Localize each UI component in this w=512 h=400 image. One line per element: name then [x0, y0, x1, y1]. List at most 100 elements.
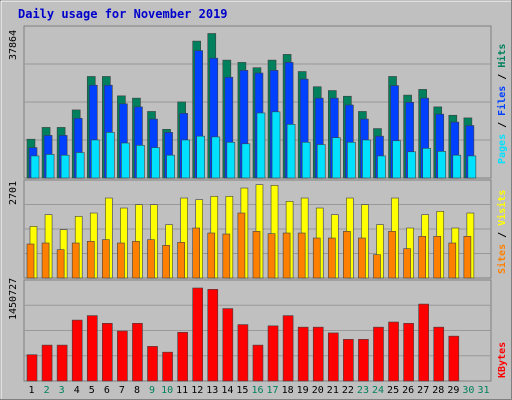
bar-sites-day-26 [403, 248, 411, 279]
bar-pages-day-14 [226, 141, 236, 179]
bar-pages-day-6 [106, 132, 115, 179]
panel3-max-label: 1450727 [8, 278, 19, 320]
bar-kbytes-day-3 [56, 344, 68, 382]
pages-axis-label: Pages [497, 134, 508, 164]
bar-kbytes-day-1 [26, 354, 38, 382]
day-label-5: 5 [89, 385, 95, 396]
day-label-20: 20 [312, 385, 324, 396]
day-label-7: 7 [119, 385, 125, 396]
bar-sites-day-12 [192, 227, 201, 279]
day-label-16: 16 [251, 385, 263, 396]
bar-sites-day-2 [41, 242, 50, 279]
bar-kbytes-day-12 [192, 287, 204, 382]
bar-kbytes-day-14 [222, 308, 234, 382]
day-label-17: 17 [267, 385, 279, 396]
bar-kbytes-day-22 [343, 339, 354, 382]
day-label-29: 29 [447, 385, 459, 396]
bar-kbytes-day-4 [71, 319, 83, 382]
day-label-30: 30 [462, 385, 474, 396]
bar-pages-day-20 [316, 144, 326, 179]
bar-sites-day-16 [252, 231, 261, 279]
bar-kbytes-day-20 [312, 326, 324, 382]
day-label-8: 8 [134, 385, 140, 396]
bar-sites-day-30 [463, 236, 472, 279]
chart-panels [23, 25, 492, 382]
bar-pages-day-22 [347, 141, 356, 179]
panel2-max-label: 2701 [8, 181, 19, 205]
bar-sites-day-5 [86, 241, 95, 279]
bar-sites-day-17 [267, 233, 276, 279]
bar-kbytes-day-7 [117, 330, 128, 382]
bar-kbytes-day-6 [102, 323, 113, 382]
bar-pages-day-27 [422, 148, 431, 179]
bar-sites-day-22 [343, 231, 351, 279]
bar-pages-day-21 [331, 137, 341, 179]
day-label-25: 25 [387, 385, 399, 396]
bar-kbytes-day-18 [282, 315, 294, 382]
bar-pages-day-26 [407, 151, 416, 179]
day-label-26: 26 [402, 385, 414, 396]
bar-kbytes-day-27 [418, 303, 429, 382]
bar-sites-day-25 [388, 231, 396, 279]
bar-sites-day-19 [297, 232, 306, 279]
day-label-13: 13 [206, 385, 218, 396]
bar-sites-day-14 [222, 233, 231, 279]
day-label-12: 12 [191, 385, 203, 396]
day-labels: 1 2 3 4 5 6 7 8 9 10 11 12 13 14 15 16 17 18 19 20 21 22 23 24 2… [29, 385, 490, 396]
bar-kbytes-day-21 [327, 332, 339, 382]
bar-kbytes-day-13 [207, 289, 219, 382]
bar-sites-day-1 [26, 243, 35, 279]
day-label-24: 24 [372, 385, 384, 396]
bar-sites-day-20 [312, 237, 321, 279]
bar-kbytes-day-17 [267, 325, 279, 382]
bar-sites-day-21 [327, 237, 336, 279]
bar-kbytes-day-11 [177, 331, 188, 382]
day-label-4: 4 [74, 385, 80, 396]
bar-sites-day-15 [237, 212, 246, 279]
bar-kbytes-day-5 [86, 315, 98, 382]
hits-axis-label: Hits [496, 44, 508, 68]
day-label-22: 22 [342, 385, 354, 396]
day-label-3: 3 [59, 385, 65, 396]
sites-axis-label: Sites [496, 244, 508, 274]
bar-sites-day-11 [177, 242, 185, 279]
day-label-10: 10 [161, 385, 173, 396]
panel1-max-label: 37864 [8, 30, 19, 60]
bar-pages-day-8 [136, 144, 145, 179]
bar-kbytes-day-25 [388, 321, 399, 382]
bar-sites-day-28 [433, 236, 442, 279]
bar-kbytes-day-26 [403, 323, 414, 382]
bar-sites-day-9 [147, 239, 155, 279]
day-label-31: 31 [477, 385, 489, 396]
bar-kbytes-day-9 [147, 346, 158, 382]
bar-pages-day-24 [377, 155, 386, 179]
day-label-28: 28 [432, 385, 444, 396]
bar-pages-day-10 [166, 154, 175, 179]
bar-sites-day-13 [207, 232, 216, 279]
files-axis-label: Files [496, 86, 508, 116]
day-label-11: 11 [176, 385, 188, 396]
visits-axis-label: Visits [496, 190, 508, 226]
bar-pages-day-19 [301, 141, 311, 179]
day-label-9: 9 [149, 385, 155, 396]
bar-pages-day-17 [271, 111, 281, 179]
bar-sites-day-4 [71, 242, 80, 279]
bar-pages-day-1 [30, 155, 40, 179]
bar-kbytes-day-8 [132, 323, 143, 382]
day-label-27: 27 [417, 385, 429, 396]
bar-sites-day-27 [418, 236, 426, 279]
bar-pages-day-9 [151, 147, 160, 179]
bar-kbytes-day-24 [373, 326, 384, 382]
day-label-14: 14 [221, 385, 233, 396]
bar-kbytes-day-29 [448, 335, 460, 382]
kbytes-axis-label: KBytes [497, 342, 508, 378]
bar-pages-day-23 [362, 139, 371, 179]
day-label-23: 23 [357, 385, 369, 396]
bar-kbytes-day-15 [237, 324, 249, 382]
day-label-19: 19 [297, 385, 309, 396]
bar-pages-day-28 [437, 151, 447, 179]
bar-sites-day-3 [56, 249, 65, 279]
bar-pages-day-29 [452, 154, 462, 179]
day-label-6: 6 [104, 385, 110, 396]
